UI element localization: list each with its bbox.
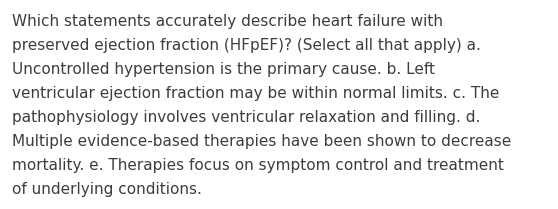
Text: mortality. e. Therapies focus on symptom control and treatment: mortality. e. Therapies focus on symptom… [12, 158, 504, 173]
Text: preserved ejection fraction (HFpEF)? (Select all that apply) a.: preserved ejection fraction (HFpEF)? (Se… [12, 38, 481, 53]
Text: ventricular ejection fraction may be within normal limits. c. The: ventricular ejection fraction may be wit… [12, 86, 499, 101]
Text: of underlying conditions.: of underlying conditions. [12, 182, 202, 197]
Text: pathophysiology involves ventricular relaxation and filling. d.: pathophysiology involves ventricular rel… [12, 110, 480, 125]
Text: Which statements accurately describe heart failure with: Which statements accurately describe hea… [12, 14, 443, 29]
Text: Uncontrolled hypertension is the primary cause. b. Left: Uncontrolled hypertension is the primary… [12, 62, 435, 77]
Text: Multiple evidence-based therapies have been shown to decrease: Multiple evidence-based therapies have b… [12, 134, 511, 149]
